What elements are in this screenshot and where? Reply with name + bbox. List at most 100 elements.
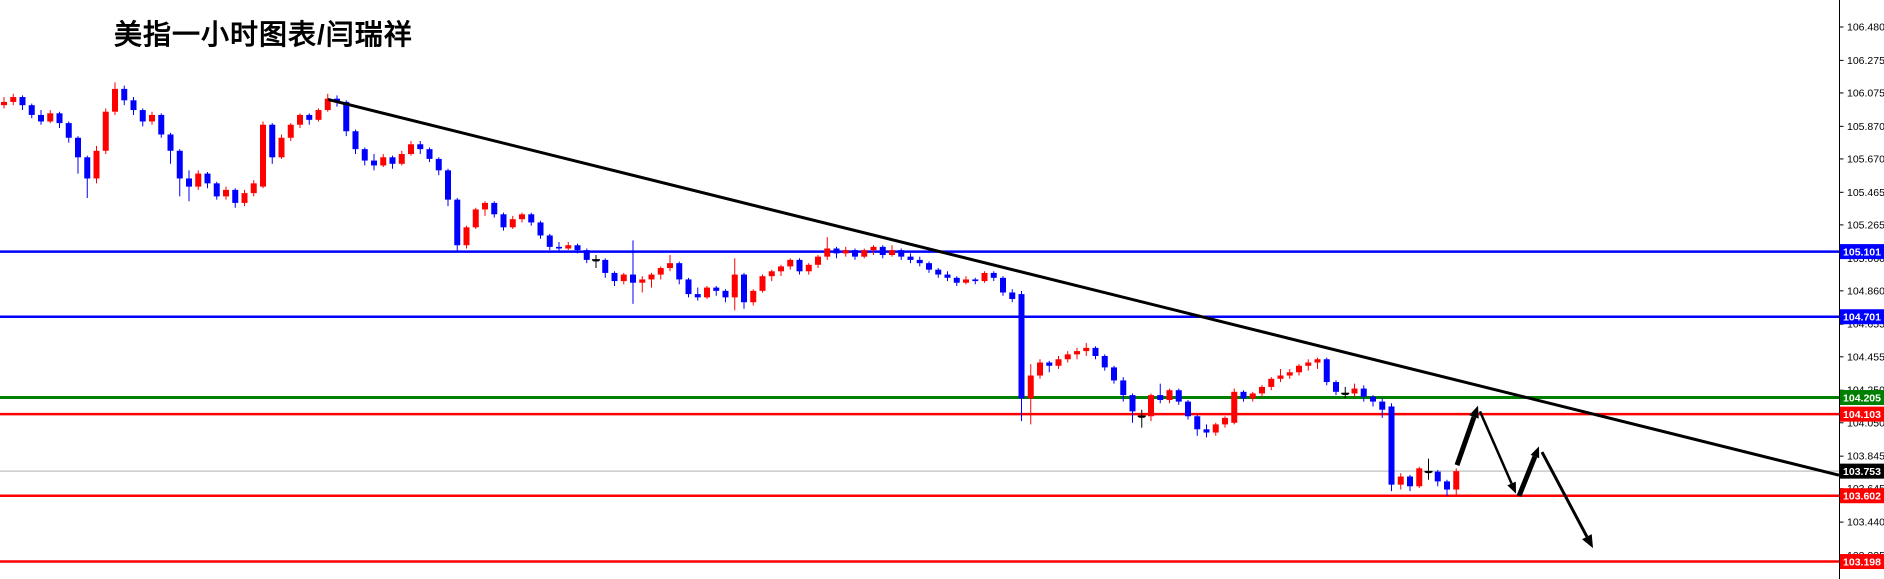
candle-body <box>84 157 91 179</box>
candle-body <box>889 250 895 256</box>
price-level-label-text: 104.205 <box>1843 392 1881 404</box>
price-label-boxes: 105.101 104.701 104.205 104.103 103.602 103.1… <box>1840 244 1884 570</box>
candle-body <box>972 279 979 282</box>
candle-body <box>1212 424 1219 433</box>
tick-label: 106.480 <box>1847 22 1884 34</box>
candle-body <box>639 279 646 283</box>
candle-body <box>741 274 747 303</box>
candle-body <box>935 269 942 275</box>
candle-body <box>574 245 581 251</box>
forecast-arrow-shaft[interactable] <box>1454 416 1477 466</box>
candle-body <box>796 259 803 272</box>
forecast-arrows <box>1454 405 1593 549</box>
forecast-arrow-shaft[interactable] <box>1540 451 1589 538</box>
candle-body <box>278 137 285 158</box>
candle-body <box>1 101 7 106</box>
candle-body <box>1296 365 1302 373</box>
candle-body <box>1379 401 1386 410</box>
candle-body <box>1185 401 1191 417</box>
forecast-arrow-head <box>1507 481 1516 494</box>
tick-label: 106.275 <box>1847 55 1884 67</box>
candle-body <box>546 235 553 247</box>
candle-body <box>158 114 165 135</box>
candle-body <box>324 98 331 111</box>
candle-body <box>685 279 692 295</box>
candle-body <box>1194 416 1201 430</box>
candle-body <box>408 144 414 155</box>
candle-body <box>759 276 766 291</box>
candle-body <box>1203 429 1210 433</box>
candle-body <box>463 227 470 246</box>
candle-body <box>1370 396 1376 402</box>
candle-body <box>648 274 655 280</box>
candle-body <box>657 268 664 275</box>
candle-body <box>1388 406 1395 485</box>
candle-body <box>1027 375 1034 399</box>
candle-body <box>565 245 572 249</box>
candle-body <box>176 150 183 179</box>
price-level-label-text: 104.103 <box>1843 409 1881 421</box>
candle-body <box>1277 375 1284 379</box>
forecast-arrow-shaft[interactable] <box>1516 455 1538 497</box>
candle-body <box>454 199 461 246</box>
candle-body <box>583 250 590 260</box>
candle-body <box>1416 468 1423 487</box>
candle-body <box>833 248 840 254</box>
candle-body <box>953 277 960 283</box>
candle-body <box>167 134 174 151</box>
candle-body <box>1157 395 1164 400</box>
candle-body <box>213 183 220 197</box>
candle-body <box>926 263 932 270</box>
price-level-label-box <box>1840 488 1884 504</box>
candle-body <box>1407 476 1413 487</box>
candle-body <box>352 131 359 150</box>
candle-body <box>28 105 35 115</box>
trendline[interactable] <box>327 98 1840 477</box>
current-price-label-text: 103.753 <box>1843 466 1881 478</box>
candle-body <box>1101 355 1108 368</box>
price-axis-ticks: 106.480 106.275 106.075 105.870 105.670 105.4… <box>1839 22 1884 562</box>
candle-body <box>1222 417 1228 425</box>
candle-body <box>223 189 229 197</box>
candle-body <box>870 246 877 251</box>
candle-body <box>241 193 248 203</box>
price-level-label-box <box>1840 406 1884 422</box>
candle-body <box>380 157 387 166</box>
candle-body <box>398 154 405 164</box>
candle-body <box>602 259 609 273</box>
candle-body <box>1046 362 1053 366</box>
tick-label: 105.670 <box>1847 153 1884 165</box>
candle-body <box>121 88 128 101</box>
candle-body <box>232 189 239 203</box>
current-price-label-box <box>1840 463 1884 479</box>
candle-body <box>186 178 192 187</box>
tick-label: 105.265 <box>1847 219 1884 231</box>
candle-body <box>1120 380 1127 396</box>
candle-body <box>1333 382 1339 392</box>
candle-body <box>269 124 276 158</box>
candle-body <box>815 256 821 265</box>
price-level-label-text: 105.101 <box>1843 246 1881 258</box>
candle-body <box>1286 372 1293 376</box>
candle-body <box>713 287 720 291</box>
candle-body <box>1018 294 1025 399</box>
candle-body <box>768 271 775 277</box>
candle-body <box>537 222 544 236</box>
horizontal-lines <box>0 250 1839 563</box>
candle-body <box>916 259 923 264</box>
forecast-arrow-shaft[interactable] <box>1478 410 1513 485</box>
candle-body <box>93 150 100 179</box>
candle-body <box>47 113 54 122</box>
candle-body <box>750 290 757 303</box>
candle-body <box>1453 471 1460 490</box>
candle-body <box>722 290 729 298</box>
candle-body <box>944 274 951 278</box>
tick-label: 104.455 <box>1847 351 1884 363</box>
candle-body <box>1037 362 1043 376</box>
candle-body <box>981 272 988 282</box>
forecast-arrow-head <box>1582 534 1593 549</box>
candle-body <box>417 144 424 150</box>
candle-body <box>195 173 202 187</box>
candle-body <box>1148 395 1154 417</box>
